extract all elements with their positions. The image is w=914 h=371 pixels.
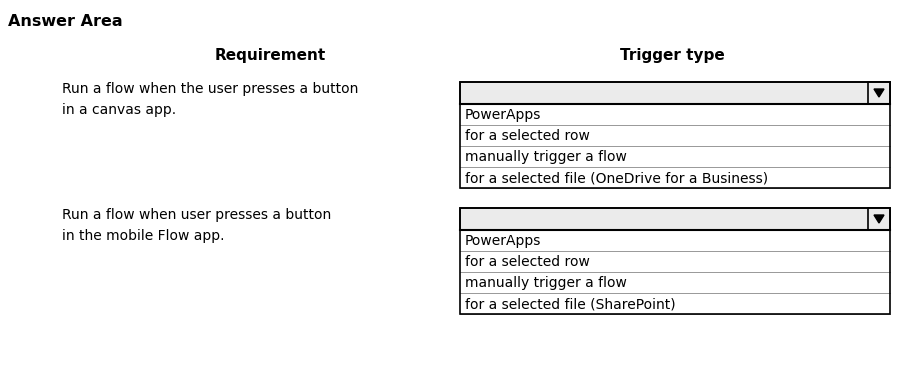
Text: for a selected row: for a selected row [465, 129, 590, 143]
Text: manually trigger a flow: manually trigger a flow [465, 276, 627, 290]
Text: Trigger type: Trigger type [620, 48, 725, 63]
Text: for a selected row: for a selected row [465, 255, 590, 269]
Text: for a selected file (OneDrive for a Business): for a selected file (OneDrive for a Busi… [465, 171, 768, 185]
Bar [460, 208, 890, 314]
Polygon shape [874, 215, 884, 223]
Text: PowerApps: PowerApps [465, 108, 541, 122]
Polygon shape [874, 89, 884, 97]
Text: for a selected file (SharePoint): for a selected file (SharePoint) [465, 297, 675, 311]
Bar [460, 167, 890, 188]
Text: Run a flow when the user presses a button
in a canvas app.: Run a flow when the user presses a butto… [62, 82, 358, 116]
Text: Answer Area: Answer Area [8, 14, 122, 29]
Bar [868, 208, 890, 230]
Bar [460, 230, 890, 251]
Text: Requirement: Requirement [215, 48, 325, 63]
Bar [460, 272, 890, 293]
Text: Run a flow when user presses a button
in the mobile Flow app.: Run a flow when user presses a button in… [62, 208, 331, 243]
Bar [868, 82, 890, 104]
Bar [460, 251, 890, 272]
Bar [460, 82, 890, 188]
Text: PowerApps: PowerApps [465, 234, 541, 248]
Bar [460, 104, 890, 125]
Text: manually trigger a flow: manually trigger a flow [465, 150, 627, 164]
Bar [460, 125, 890, 146]
Bar [460, 293, 890, 314]
Bar [460, 146, 890, 167]
Bar [460, 208, 890, 230]
Bar [460, 82, 890, 104]
